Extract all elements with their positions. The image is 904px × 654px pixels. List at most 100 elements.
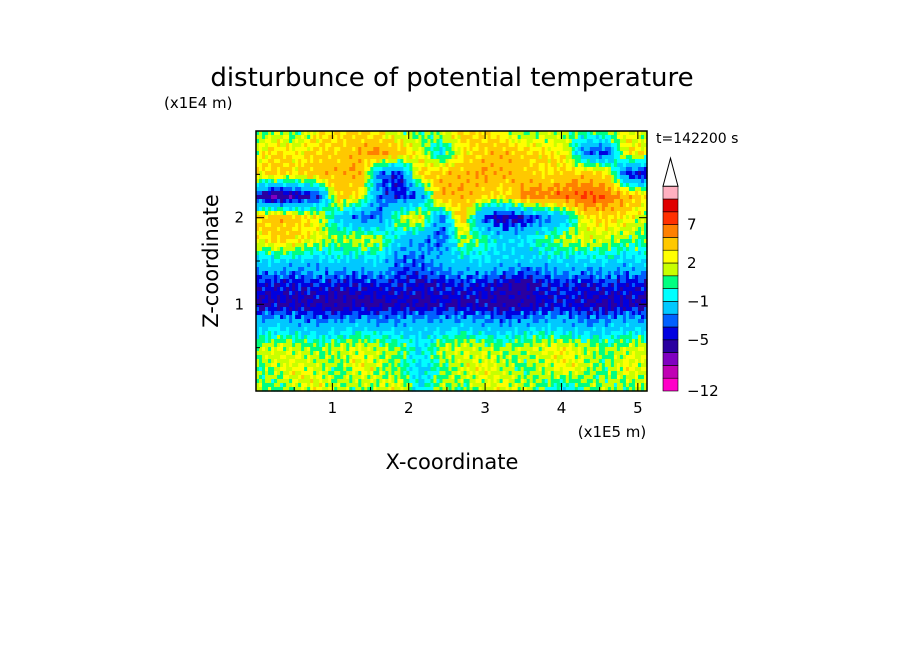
contour-cell (445, 163, 450, 168)
contour-cell (514, 279, 519, 284)
contour-cell (286, 195, 290, 200)
contour-cell (445, 263, 450, 268)
contour-cell (493, 147, 498, 152)
contour-cell (547, 235, 552, 240)
contour-cell (274, 131, 278, 136)
contour-cell (421, 223, 426, 228)
contour-cell (490, 275, 495, 280)
contour-cell (511, 163, 516, 168)
contour-cell (634, 159, 639, 164)
contour-cell (616, 183, 621, 188)
contour-cell (544, 199, 549, 204)
contour-cell (328, 203, 332, 208)
contour-cell (388, 179, 392, 184)
contour-cell (298, 283, 302, 288)
contour-cell (568, 163, 573, 168)
contour-cell (499, 135, 504, 140)
contour-cell (442, 155, 447, 160)
contour-cell (295, 163, 299, 168)
contour-cell (340, 187, 344, 192)
contour-cell (304, 203, 308, 208)
contour-cell (448, 247, 453, 252)
contour-cell (304, 263, 308, 268)
contour-cell (334, 211, 338, 216)
contour-cell (484, 279, 489, 284)
contour-cell (385, 267, 389, 272)
contour-cell (451, 167, 456, 172)
contour-cell (454, 235, 459, 240)
contour-cell (391, 215, 395, 220)
contour-cell (343, 143, 347, 148)
contour-cell (316, 215, 320, 220)
contour-cell (544, 167, 549, 172)
contour-cell (514, 187, 519, 192)
contour-cell (532, 239, 537, 244)
contour-cell (313, 207, 317, 212)
contour-cell (451, 211, 456, 216)
contour-cell (400, 187, 404, 192)
contour-cell (514, 143, 519, 148)
contour-cell (355, 187, 359, 192)
contour-cell (484, 211, 489, 216)
contour-cell (256, 279, 260, 284)
contour-cell (301, 135, 305, 140)
contour-cell (580, 279, 585, 284)
contour-cell (568, 191, 573, 196)
contour-cell (490, 235, 495, 240)
contour-cell (592, 155, 597, 160)
contour-cell (343, 271, 347, 276)
contour-cell (397, 275, 401, 280)
contour-cell (520, 183, 525, 188)
contour-cell (256, 195, 260, 200)
contour-cell (352, 243, 356, 248)
contour-cell (475, 159, 480, 164)
contour-cell (418, 175, 423, 180)
contour-cell (538, 147, 543, 152)
contour-cell (397, 283, 401, 288)
contour-cell (631, 207, 636, 212)
contour-cell (418, 159, 423, 164)
contour-cell (604, 227, 609, 232)
contour-cell (412, 171, 417, 176)
contour-cell (286, 155, 290, 160)
contour-cell (439, 219, 444, 224)
contour-cell (535, 163, 540, 168)
contour-cell (511, 171, 516, 176)
contour-cell (481, 231, 486, 236)
contour-cell (319, 275, 323, 280)
contour-cell (610, 159, 615, 164)
contour-cell (382, 227, 386, 232)
contour-cell (580, 235, 585, 240)
contour-cell (412, 263, 417, 268)
contour-cell (589, 151, 594, 156)
contour-cell (481, 219, 486, 224)
contour-cell (382, 147, 386, 152)
contour-cell (274, 211, 278, 216)
contour-cell (307, 167, 311, 172)
contour-cell (262, 163, 266, 168)
contour-cell (352, 231, 356, 236)
contour-cell (265, 191, 269, 196)
contour-cell (361, 187, 365, 192)
contour-cell (556, 223, 561, 228)
contour-cell (394, 195, 398, 200)
contour-cell (319, 143, 323, 148)
contour-cell (502, 131, 507, 136)
contour-cell (562, 215, 567, 220)
contour-cell (469, 275, 474, 280)
contour-cell (469, 223, 474, 228)
contour-cell (340, 139, 344, 144)
contour-cell (598, 223, 603, 228)
contour-cell (391, 243, 395, 248)
contour-cell (268, 139, 272, 144)
contour-cell (391, 175, 395, 180)
contour-cell (625, 139, 630, 144)
contour-cell (541, 159, 546, 164)
contour-cell (271, 187, 275, 192)
contour-cell (256, 219, 260, 224)
contour-cell (625, 163, 630, 168)
contour-cell (370, 231, 374, 236)
contour-cell (433, 259, 438, 264)
contour-cell (418, 255, 423, 260)
contour-cell (397, 235, 401, 240)
